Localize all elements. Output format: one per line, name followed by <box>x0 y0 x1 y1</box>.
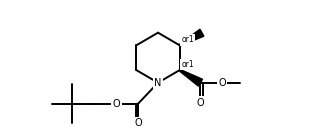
Text: O: O <box>134 118 142 128</box>
Polygon shape <box>179 29 204 46</box>
Text: N: N <box>154 78 162 88</box>
Text: or1: or1 <box>181 60 194 69</box>
Polygon shape <box>179 69 203 86</box>
Text: O: O <box>197 98 204 108</box>
Text: O: O <box>113 99 120 109</box>
Text: or1: or1 <box>181 35 194 44</box>
Text: O: O <box>218 78 226 88</box>
